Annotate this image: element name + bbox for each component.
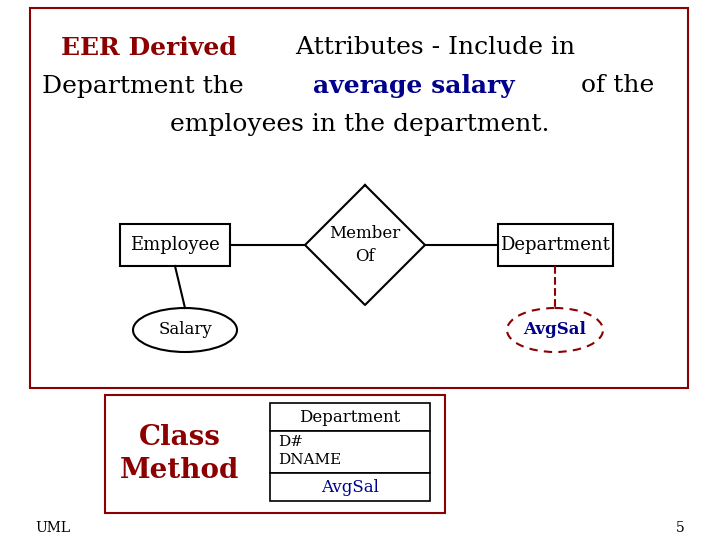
Text: AvgSal: AvgSal [523,321,586,339]
Text: UML: UML [35,521,70,535]
Ellipse shape [133,308,237,352]
Text: Member
Of: Member Of [329,225,400,265]
Text: Employee: Employee [130,236,220,254]
Text: Salary: Salary [158,321,212,339]
Bar [105,395,445,513]
Text: employees in the department.: employees in the department. [170,112,550,136]
Bar [270,431,430,473]
Ellipse shape [507,308,603,352]
Text: EER Derived: EER Derived [61,36,237,60]
Bar [498,224,613,266]
Bar [120,224,230,266]
Text: average salary: average salary [312,74,514,98]
Bar [30,8,688,388]
Text: Department: Department [500,236,610,254]
Text: Department: Department [300,408,400,426]
Text: of the: of the [573,75,654,98]
Text: D#: D# [278,435,303,449]
Bar [270,473,430,501]
Text: AvgSal: AvgSal [321,478,379,496]
Text: DNAME: DNAME [278,453,341,467]
Bar [270,403,430,431]
Text: Class
Method: Class Method [120,424,240,484]
Text: Attributes - Include in: Attributes - Include in [288,37,575,59]
Text: Department the: Department the [42,75,252,98]
Text: 5: 5 [676,521,685,535]
